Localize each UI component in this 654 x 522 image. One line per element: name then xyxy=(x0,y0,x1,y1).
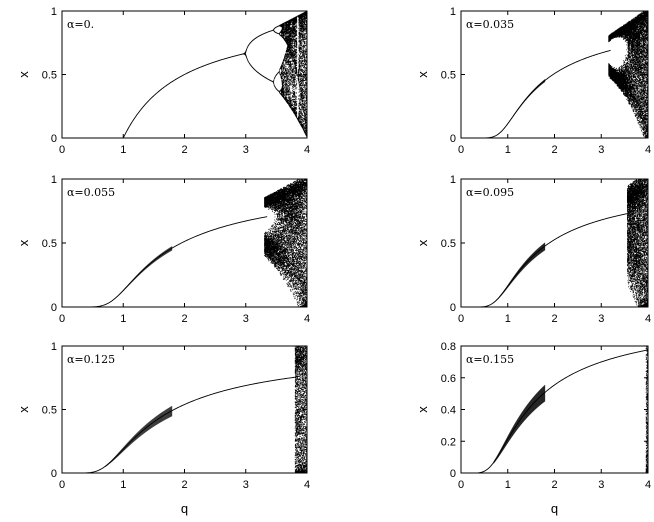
y-tick-label: 0 xyxy=(450,468,456,480)
noise-band xyxy=(493,384,546,464)
y-axis-label: x xyxy=(415,406,430,413)
panel-4: 0 1 2 3 4 0 0.5 1 x α=0.095 xyxy=(415,174,651,325)
panel-5: 0 1 2 3 4 0 0.5 1 x q α=0.125 xyxy=(16,341,310,516)
attractor-points xyxy=(608,11,648,138)
plot-area xyxy=(461,179,648,307)
x-tick-label: 3 xyxy=(598,313,604,325)
noise-band xyxy=(104,405,173,468)
alpha-annotation: α=0.035 xyxy=(466,18,514,31)
x-tick-label: 3 xyxy=(598,479,604,491)
x-axis-label: q xyxy=(551,501,558,516)
x-tick-label: 3 xyxy=(243,479,249,491)
plot-area xyxy=(62,11,307,138)
y-tick-label: 0.5 xyxy=(42,70,57,82)
x-tick-label: 2 xyxy=(181,479,187,491)
noise-band xyxy=(104,246,173,305)
panel-2: 0 1 2 3 4 0 0.5 1 x α=0.035 xyxy=(415,6,651,156)
y-tick-label: 0.5 xyxy=(42,238,57,250)
x-tick-label: 4 xyxy=(645,144,651,156)
x-tick-label: 4 xyxy=(645,313,651,325)
x-tick-label: 3 xyxy=(598,144,604,156)
stable-branch-line xyxy=(461,49,611,138)
y-tick-label: 0.5 xyxy=(441,238,456,250)
panel-6: 0 1 2 3 4 0 0.2 0.4 0.6 0.8 x q α=0.155 xyxy=(415,341,651,516)
panel-1: 0 1 2 3 4 0 0.5 1 x α=0. xyxy=(16,6,310,156)
x-tick-label: 0 xyxy=(59,313,65,325)
y-tick-label: 1 xyxy=(51,341,57,353)
x-tick-label: 2 xyxy=(551,144,557,156)
x-tick-label: 1 xyxy=(120,313,126,325)
x-tick-label: 0 xyxy=(458,144,464,156)
y-axis-label: x xyxy=(415,239,430,246)
attractor-points xyxy=(294,346,307,473)
x-tick-label: 2 xyxy=(181,313,187,325)
x-tick-label: 1 xyxy=(505,479,511,491)
attractor-points xyxy=(627,179,648,307)
y-tick-label: 0.6 xyxy=(441,373,456,385)
x-tick-label: 4 xyxy=(304,313,310,325)
stable-branch-line xyxy=(461,212,630,307)
y-axis-label: x xyxy=(16,239,31,246)
x-tick-label: 1 xyxy=(120,144,126,156)
y-tick-label: 0.4 xyxy=(441,405,456,417)
stable-branch-line xyxy=(461,349,648,473)
x-tick-label: 4 xyxy=(304,144,310,156)
x-tick-label: 1 xyxy=(505,144,511,156)
x-tick-label: 3 xyxy=(243,144,249,156)
y-tick-label: 1 xyxy=(450,174,456,186)
y-tick-label: 0.8 xyxy=(441,341,456,353)
attractor-points xyxy=(242,11,307,138)
alpha-annotation: α=0.125 xyxy=(67,353,115,366)
alpha-annotation: α=0.095 xyxy=(466,186,514,199)
y-axis-label: x xyxy=(415,71,430,78)
y-tick-label: 0.5 xyxy=(42,405,57,417)
stable-branch-line xyxy=(62,376,298,473)
x-tick-label: 2 xyxy=(551,479,557,491)
plot-area xyxy=(62,346,307,473)
y-tick-label: 1 xyxy=(51,6,57,18)
y-tick-label: 0 xyxy=(51,468,57,480)
alpha-annotation: α=0. xyxy=(67,18,94,31)
x-tick-label: 4 xyxy=(304,479,310,491)
alpha-annotation: α=0.155 xyxy=(466,353,514,366)
y-axis-label: x xyxy=(16,71,31,78)
y-tick-label: 1 xyxy=(450,6,456,18)
alpha-annotation: α=0.055 xyxy=(67,186,115,199)
x-tick-label: 4 xyxy=(645,479,651,491)
x-tick-label: 0 xyxy=(458,313,464,325)
y-tick-label: 0.2 xyxy=(441,436,456,448)
x-tick-label: 0 xyxy=(458,479,464,491)
attractor-points xyxy=(264,179,307,307)
x-tick-label: 1 xyxy=(505,313,511,325)
stable-branch-line xyxy=(62,216,268,307)
x-tick-label: 0 xyxy=(59,144,65,156)
y-tick-label: 0 xyxy=(51,133,57,145)
y-tick-label: 0 xyxy=(450,302,456,314)
panel-3: 0 1 2 3 4 0 0.5 1 x α=0.055 xyxy=(16,174,310,325)
noise-band xyxy=(493,79,546,137)
y-tick-label: 1 xyxy=(51,174,57,186)
x-tick-label: 3 xyxy=(243,313,249,325)
x-axis-label: q xyxy=(181,501,188,516)
y-tick-label: 0 xyxy=(51,302,57,314)
y-tick-label: 0 xyxy=(450,133,456,145)
x-tick-label: 2 xyxy=(181,144,187,156)
x-tick-label: 1 xyxy=(120,479,126,491)
x-tick-label: 2 xyxy=(551,313,557,325)
x-tick-label: 0 xyxy=(59,479,65,491)
stable-branch-line xyxy=(62,52,246,138)
noise-band xyxy=(493,242,546,303)
y-tick-label: 0.5 xyxy=(441,70,456,82)
y-axis-label: x xyxy=(16,406,31,413)
